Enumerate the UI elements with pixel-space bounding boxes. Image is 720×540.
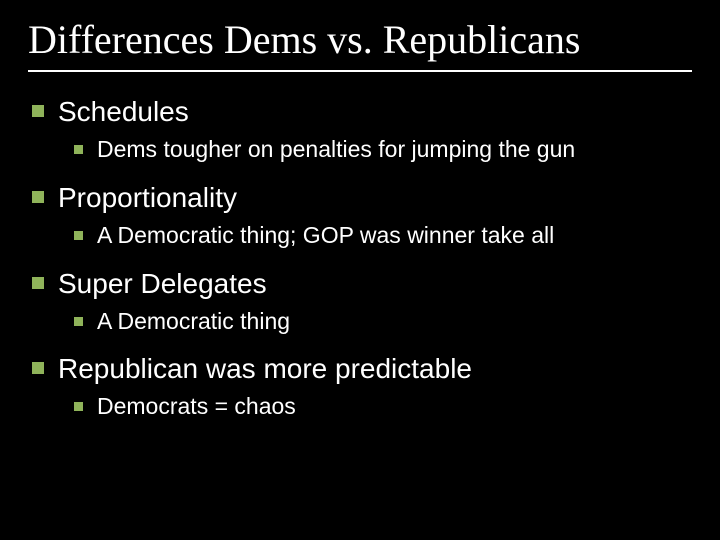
square-bullet-icon xyxy=(32,362,44,374)
square-bullet-icon xyxy=(74,402,83,411)
list-subitem-label: Democrats = chaos xyxy=(97,392,296,421)
list-subitem: A Democratic thing; GOP was winner take … xyxy=(74,221,692,250)
slide: Differences Dems vs. Republicans Schedul… xyxy=(0,0,720,540)
title-underline xyxy=(28,70,692,72)
list-subitem-label: Dems tougher on penalties for jumping th… xyxy=(97,135,575,164)
list-item: Proportionality xyxy=(32,180,692,215)
list-item-label: Super Delegates xyxy=(58,266,267,301)
slide-title: Differences Dems vs. Republicans xyxy=(28,18,692,68)
list-item-label: Proportionality xyxy=(58,180,237,215)
square-bullet-icon xyxy=(32,105,44,117)
list-item-label: Schedules xyxy=(58,94,189,129)
list-subitem: Dems tougher on penalties for jumping th… xyxy=(74,135,692,164)
list-subitem: Democrats = chaos xyxy=(74,392,692,421)
list-item: Schedules xyxy=(32,94,692,129)
list-item: Super Delegates xyxy=(32,266,692,301)
list-subitem-label: A Democratic thing; GOP was winner take … xyxy=(97,221,554,250)
list-item: Republican was more predictable xyxy=(32,351,692,386)
square-bullet-icon xyxy=(32,191,44,203)
list-item-label: Republican was more predictable xyxy=(58,351,472,386)
square-bullet-icon xyxy=(32,277,44,289)
square-bullet-icon xyxy=(74,317,83,326)
square-bullet-icon xyxy=(74,231,83,240)
list-subitem: A Democratic thing xyxy=(74,307,692,336)
slide-content: Schedules Dems tougher on penalties for … xyxy=(28,94,692,421)
list-subitem-label: A Democratic thing xyxy=(97,307,290,336)
square-bullet-icon xyxy=(74,145,83,154)
